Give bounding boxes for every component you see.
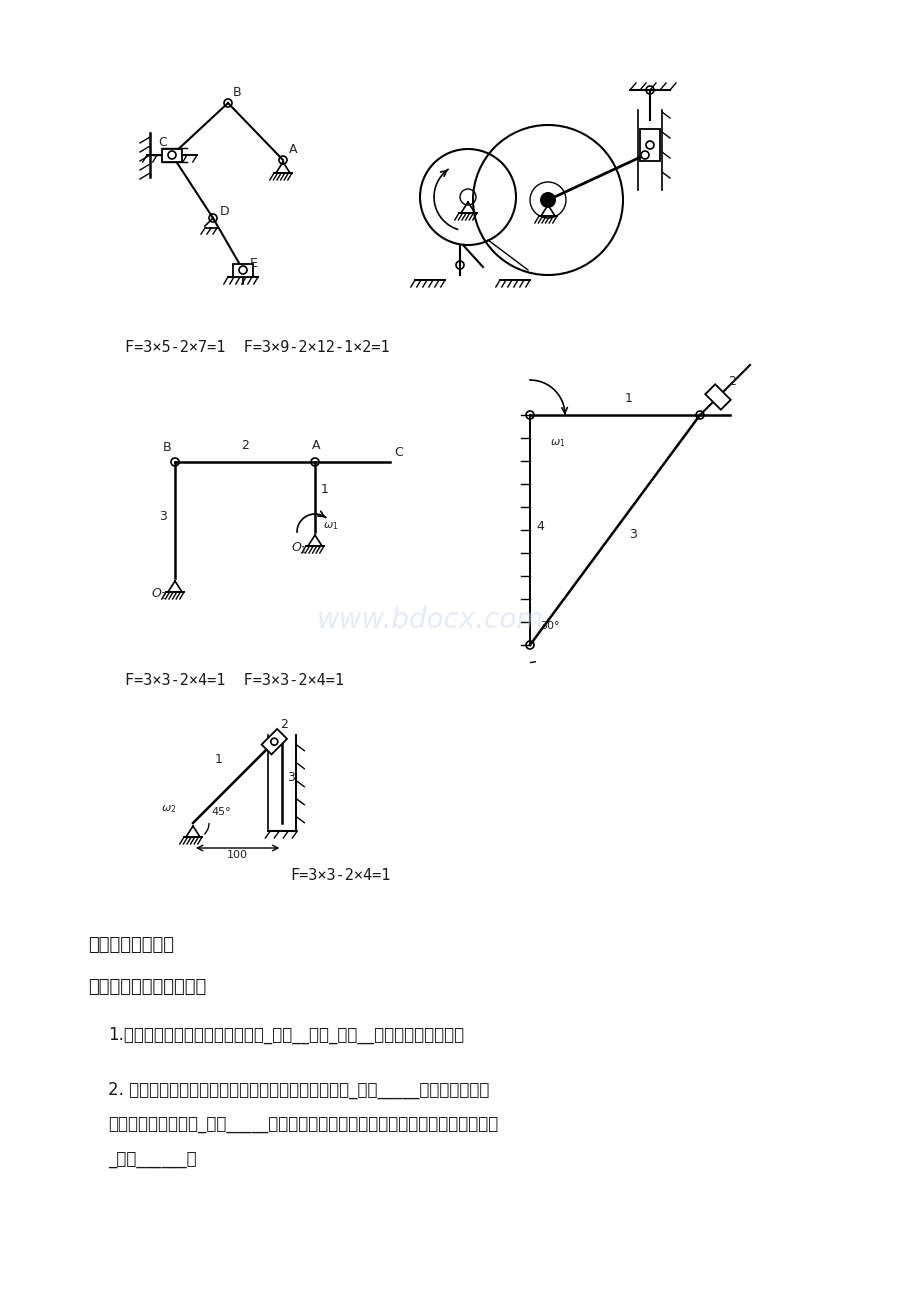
Text: C: C [158,135,166,148]
Text: 2: 2 [280,717,288,730]
Text: 一、填空：（每空一分）: 一、填空：（每空一分） [88,978,206,996]
Text: 30°: 30° [539,621,559,631]
Text: 三、平面连杆机构: 三、平面连杆机构 [88,936,174,954]
Text: 1: 1 [215,753,222,766]
Text: 2: 2 [241,439,249,452]
Text: $\omega_1$: $\omega_1$ [550,437,565,449]
Text: 2: 2 [727,375,735,388]
Text: A: A [289,143,297,156]
Text: 2. 在铰链四杆机构中，能作整周连续旋转的构件称为_曲柄_____，只能来回摇摆: 2. 在铰链四杆机构中，能作整周连续旋转的构件称为_曲柄_____，只能来回摇摆 [108,1081,489,1099]
Text: B: B [163,441,172,454]
Text: 1: 1 [321,483,328,496]
Text: 1: 1 [624,392,632,405]
Text: $O_2$: $O_2$ [151,587,167,602]
Text: 3: 3 [287,771,295,784]
Text: A: A [312,439,320,452]
Bar [261,729,287,754]
Text: 某一角度的构件称为_摇杆_____，直接与连架杆相联接，借以传动和动力的构件称为: 某一角度的构件称为_摇杆_____，直接与连架杆相联接，借以传动和动力的构件称为 [108,1116,498,1134]
Text: F=3×5-2×7=1  F=3×9-2×12-1×2=1: F=3×5-2×7=1 F=3×9-2×12-1×2=1 [125,340,390,355]
Text: www.bdocx.com: www.bdocx.com [316,605,543,634]
Text: E: E [250,256,257,270]
Text: F=3×3-2×4=1  F=3×3-2×4=1: F=3×3-2×4=1 F=3×3-2×4=1 [125,673,344,687]
Text: $O_1$: $O_1$ [290,542,307,556]
Bar [162,148,182,161]
Text: F=3×3-2×4=1: F=3×3-2×4=1 [289,868,390,883]
Text: 1.平面连杆机构由一些刚性构件用_转动__副和_移动__副相互联接而组成。: 1.平面连杆机构由一些刚性构件用_转动__副和_移动__副相互联接而组成。 [108,1026,463,1044]
Circle shape [539,191,555,208]
Text: 3: 3 [159,510,166,523]
Text: 100: 100 [226,850,247,861]
Text: 4: 4 [536,519,543,533]
Bar [705,384,730,410]
Text: 45°: 45° [210,807,231,816]
Text: B: B [233,86,242,99]
Bar [233,263,253,276]
Text: $\omega_1$: $\omega_1$ [323,519,338,531]
Bar [640,129,659,161]
Text: _连杆______。: _连杆______。 [108,1151,197,1169]
Text: D: D [220,204,230,217]
Text: $\omega_2$: $\omega_2$ [161,803,176,815]
Text: C: C [393,447,403,460]
Text: 3: 3 [629,529,636,542]
